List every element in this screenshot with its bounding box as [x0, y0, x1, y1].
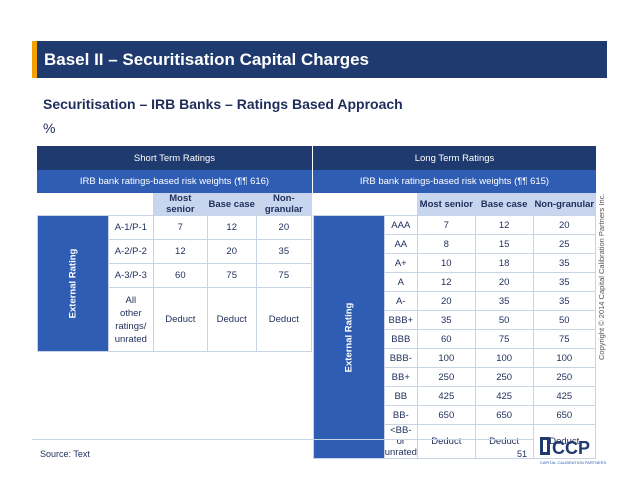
- table-row-label: A-: [383, 291, 418, 311]
- table-row-label: BBB+: [383, 310, 418, 330]
- table-cell: 35: [474, 291, 534, 311]
- long-term-subheader: IRB bank ratings-based risk weights (¶¶ …: [313, 169, 596, 193]
- external-rating-label: External Rating: [37, 215, 109, 352]
- logo-wordmark: CCP: [552, 438, 590, 458]
- copyright-text: Copyright © 2014 Capital Calibration Par…: [597, 193, 606, 360]
- table-row-label: BBB-: [383, 348, 418, 368]
- table-cell: 18: [474, 253, 534, 273]
- table-cell: 75: [206, 263, 257, 288]
- table-cell: 20: [532, 215, 597, 235]
- col-non-granular: Non-granular: [532, 192, 597, 216]
- col-most-senior: Most senior: [152, 192, 208, 216]
- page-number: 51: [517, 449, 528, 459]
- table-cell: 20: [206, 239, 257, 264]
- table-cell: 12: [416, 272, 476, 292]
- table-cell: 20: [255, 215, 313, 240]
- col-non-granular: Non-granular: [255, 192, 313, 216]
- short-term-subheader: IRB bank ratings-based risk weights (¶¶ …: [37, 169, 312, 193]
- table-cell: Deduct: [416, 424, 476, 459]
- table-cell: 35: [416, 310, 476, 330]
- table-cell: 35: [532, 253, 597, 273]
- short-term-title: Short Term Ratings: [37, 146, 312, 170]
- table-row-label: BB: [383, 386, 418, 406]
- table-cell: 20: [474, 272, 534, 292]
- col-base-case: Base case: [474, 192, 534, 216]
- table-row-label: BB-: [383, 405, 418, 425]
- unit-label: %: [43, 120, 56, 136]
- table-cell: 250: [532, 367, 597, 387]
- table-cell: 425: [416, 386, 476, 406]
- table-row-label: A-3/P-3: [107, 263, 154, 288]
- title-accent: [32, 41, 37, 78]
- table-cell: 75: [255, 263, 313, 288]
- table-cell: 650: [416, 405, 476, 425]
- ccp-logo: CCP CAPITAL CALIBRATION PARTNERS: [540, 437, 607, 465]
- table-cell: 100: [416, 348, 476, 368]
- table-row-label: A: [383, 272, 418, 292]
- col-base-case: Base case: [206, 192, 257, 216]
- logo-tagline: CAPITAL CALIBRATION PARTNERS: [540, 460, 607, 465]
- table-cell: Deduct: [474, 424, 534, 459]
- table-cell: 8: [416, 234, 476, 254]
- table-cell: 20: [416, 291, 476, 311]
- page-title: Basel II – Securitisation Capital Charge…: [44, 50, 370, 69]
- table-row-label: <BB- or unrated: [383, 424, 418, 459]
- footer-divider: [32, 439, 533, 440]
- table-cell: 650: [474, 405, 534, 425]
- table-row-label: AAA: [383, 215, 418, 235]
- table-cell: 425: [532, 386, 597, 406]
- table-cell: 35: [532, 291, 597, 311]
- table-cell: 75: [532, 329, 597, 349]
- table-cell: 100: [474, 348, 534, 368]
- table-cell: 10: [416, 253, 476, 273]
- table-cell: 12: [206, 215, 257, 240]
- table-cell: 50: [474, 310, 534, 330]
- table-cell: 250: [474, 367, 534, 387]
- source-text: Source: Text: [40, 449, 90, 459]
- table-cell: 75: [474, 329, 534, 349]
- table-row-label: A-2/P-2: [107, 239, 154, 264]
- table-cell: 7: [416, 215, 476, 235]
- table-cell: 25: [532, 234, 597, 254]
- table-cell: Deduct: [152, 287, 208, 352]
- table-row-label: AA: [383, 234, 418, 254]
- external-rating-label: External Rating: [313, 215, 385, 459]
- table-cell: 35: [532, 272, 597, 292]
- table-cell: 650: [532, 405, 597, 425]
- table-cell: 7: [152, 215, 208, 240]
- table-cell: 250: [416, 367, 476, 387]
- table-row-label: A+: [383, 253, 418, 273]
- table-cell: Deduct: [255, 287, 313, 352]
- long-term-title: Long Term Ratings: [313, 146, 596, 170]
- table-cell: 425: [474, 386, 534, 406]
- table-row-label: BBB: [383, 329, 418, 349]
- table-cell: 60: [152, 263, 208, 288]
- title-bar: Basel II – Securitisation Capital Charge…: [32, 41, 607, 78]
- table-cell: 12: [474, 215, 534, 235]
- long-term-table: Long Term Ratings IRB bank ratings-based…: [313, 146, 597, 459]
- table-cell: 15: [474, 234, 534, 254]
- table-row-label: A-1/P-1: [107, 215, 154, 240]
- table-row-label: BB+: [383, 367, 418, 387]
- short-term-table: Short Term Ratings IRB bank ratings-base…: [37, 146, 313, 352]
- table-row-label: All other ratings/ unrated: [107, 287, 154, 352]
- table-cell: 60: [416, 329, 476, 349]
- table-cell: Deduct: [206, 287, 257, 352]
- col-most-senior: Most senior: [416, 192, 476, 216]
- table-cell: 100: [532, 348, 597, 368]
- table-cell: 35: [255, 239, 313, 264]
- table-cell: 50: [532, 310, 597, 330]
- subtitle: Securitisation – IRB Banks – Ratings Bas…: [43, 96, 403, 112]
- table-cell: 12: [152, 239, 208, 264]
